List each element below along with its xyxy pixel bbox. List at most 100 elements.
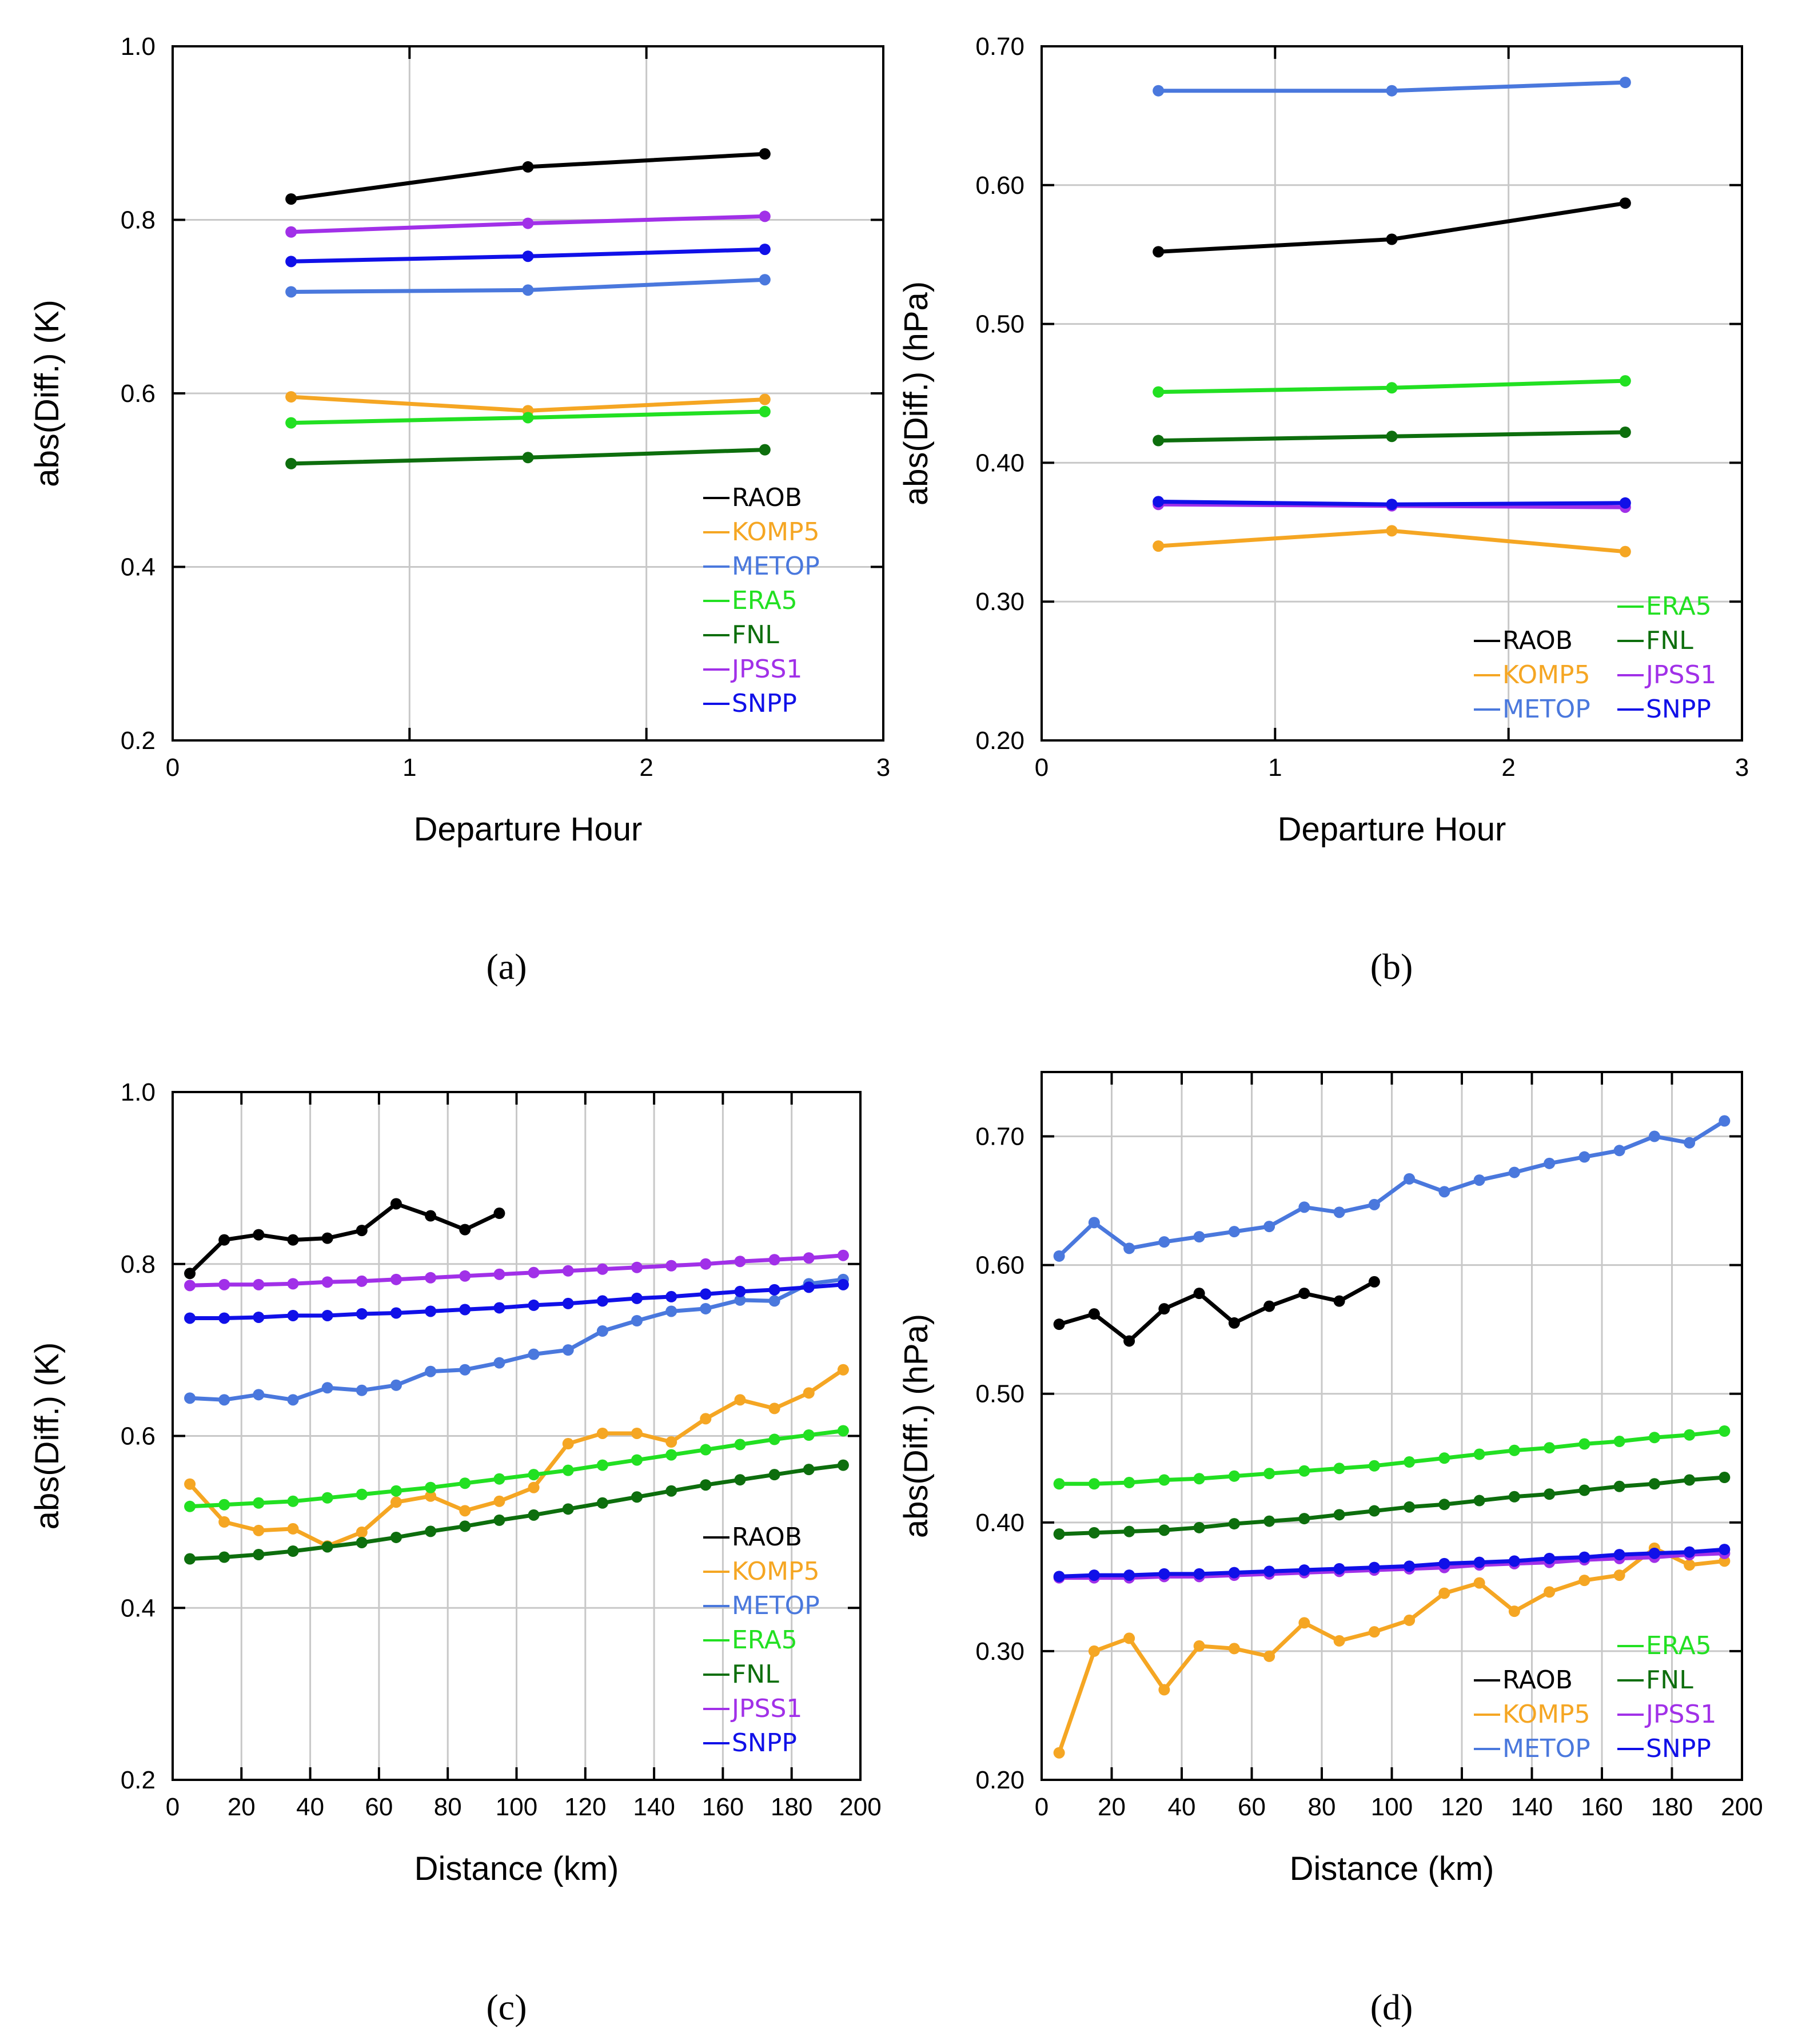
data-point-fnl	[1298, 1513, 1310, 1525]
data-point-komp5	[1263, 1650, 1275, 1662]
data-point-fnl	[459, 1520, 471, 1532]
data-point-snpp	[1333, 1563, 1345, 1575]
data-point-komp5	[1088, 1645, 1100, 1657]
legend-label-fnl: FNL	[732, 1660, 779, 1689]
data-point-fnl	[1368, 1505, 1380, 1517]
data-point-snpp	[1473, 1556, 1485, 1568]
x-tick-label: 160	[1581, 1793, 1622, 1821]
data-point-fnl	[218, 1551, 230, 1563]
data-point-era5	[253, 1497, 265, 1509]
data-point-era5	[1333, 1463, 1345, 1475]
data-point-komp5	[803, 1387, 815, 1399]
data-point-fnl	[1648, 1478, 1660, 1490]
data-point-era5	[665, 1449, 677, 1461]
data-point-snpp	[1228, 1567, 1240, 1579]
data-point-metop	[1158, 1236, 1170, 1248]
x-tick-label: 100	[496, 1793, 537, 1821]
panel-d: 0 20 40 60 80 100 120 140 160 180 200 0.20 0.30 0.40 0…	[898, 1071, 1763, 2027]
series-group	[1053, 1115, 1731, 1759]
legend-label-komp5: KOMP5	[1502, 1700, 1590, 1729]
data-point-metop	[522, 284, 534, 296]
x-axis-title: Distance (km)	[1290, 1850, 1494, 1887]
data-point-snpp	[1619, 497, 1631, 509]
panel-c: 0 20 40 60 80 100 120 140 160 180 200 0.2 0.4 0.6 0.8 1…	[29, 1078, 882, 2027]
legend-label-fnl: FNL	[1646, 1666, 1693, 1695]
series-line-komp5	[1057, 1546, 1725, 1754]
data-point-era5	[218, 1499, 230, 1511]
data-point-raob	[1263, 1300, 1275, 1312]
data-point-metop	[759, 274, 771, 286]
data-point-metop	[321, 1382, 333, 1394]
data-point-era5	[734, 1439, 746, 1451]
data-point-fnl	[1053, 1528, 1065, 1540]
series-line-era5	[189, 1429, 844, 1509]
x-tick-label: 0	[166, 1793, 180, 1821]
legend-label-snpp: SNPP	[1646, 695, 1711, 724]
data-point-metop	[1153, 85, 1165, 97]
data-point-jpss1	[218, 1278, 230, 1290]
y-tick-label: 0.60	[975, 172, 1024, 200]
data-point-komp5	[253, 1524, 265, 1536]
data-point-fnl	[1386, 431, 1398, 443]
data-point-jpss1	[493, 1268, 505, 1280]
data-point-fnl	[321, 1541, 333, 1553]
y-tick-label: 0.40	[975, 1509, 1024, 1537]
data-point-komp5	[1123, 1632, 1135, 1644]
y-tick-label: 0.40	[975, 449, 1024, 477]
y-tick-label: 0.50	[975, 310, 1024, 338]
data-point-snpp	[1053, 1571, 1065, 1583]
data-point-metop	[1088, 1217, 1100, 1229]
data-point-raob	[459, 1224, 471, 1236]
legend-label-metop: METOP	[732, 1591, 820, 1620]
data-point-komp5	[1544, 1586, 1556, 1598]
legend-label-raob: RAOB	[1502, 1666, 1573, 1695]
data-point-metop	[459, 1364, 471, 1376]
data-point-komp5	[1158, 1684, 1170, 1696]
x-tick-label: 160	[702, 1793, 744, 1821]
panel-a: 0 1 2 3 0.2 0.4 0.6 0.8 1.0 Departure Hour abs(Dif…	[29, 33, 890, 987]
data-point-snpp	[1613, 1549, 1625, 1561]
legend-label-jpss1: JPSS1	[730, 1694, 802, 1723]
x-axis-title: Distance (km)	[414, 1850, 619, 1887]
data-point-snpp	[184, 1312, 196, 1324]
data-point-metop	[1123, 1242, 1135, 1254]
data-point-jpss1	[528, 1266, 540, 1278]
data-point-fnl	[837, 1459, 849, 1471]
data-point-fnl	[493, 1514, 505, 1526]
data-point-jpss1	[700, 1258, 712, 1270]
data-point-metop	[1368, 1198, 1380, 1210]
series-line-metop	[189, 1277, 844, 1402]
data-point-snpp	[1368, 1561, 1380, 1573]
data-point-era5	[768, 1433, 780, 1445]
x-tick-label: 200	[1721, 1793, 1763, 1821]
data-point-era5	[287, 1495, 299, 1507]
data-point-raob	[522, 161, 534, 173]
series-line-raob	[188, 1202, 500, 1275]
data-point-metop	[1438, 1186, 1450, 1198]
data-point-komp5	[218, 1516, 230, 1528]
data-point-komp5	[425, 1490, 437, 1502]
data-point-fnl	[1613, 1480, 1625, 1492]
data-point-metop	[1578, 1151, 1590, 1163]
data-point-fnl	[1544, 1488, 1556, 1500]
data-point-fnl	[700, 1479, 712, 1491]
y-tick-label: 1.0	[121, 33, 156, 61]
data-point-snpp	[285, 256, 297, 268]
data-point-jpss1	[803, 1252, 815, 1264]
data-point-era5	[837, 1425, 849, 1437]
data-point-metop	[184, 1392, 196, 1404]
legend-label-jpss1: JPSS1	[730, 655, 802, 684]
data-point-raob	[1088, 1308, 1100, 1320]
data-point-jpss1	[425, 1272, 437, 1284]
data-point-komp5	[1153, 540, 1165, 552]
y-tick-label: 0.8	[121, 206, 156, 234]
data-point-fnl	[1153, 435, 1165, 447]
data-point-komp5	[1508, 1605, 1520, 1617]
data-point-fnl	[803, 1464, 815, 1476]
data-point-era5	[1684, 1429, 1696, 1441]
y-tick-label: 0.6	[121, 380, 156, 408]
data-point-raob	[1053, 1318, 1065, 1330]
data-point-era5	[1053, 1478, 1065, 1490]
y-tick-label: 0.20	[975, 1766, 1024, 1794]
